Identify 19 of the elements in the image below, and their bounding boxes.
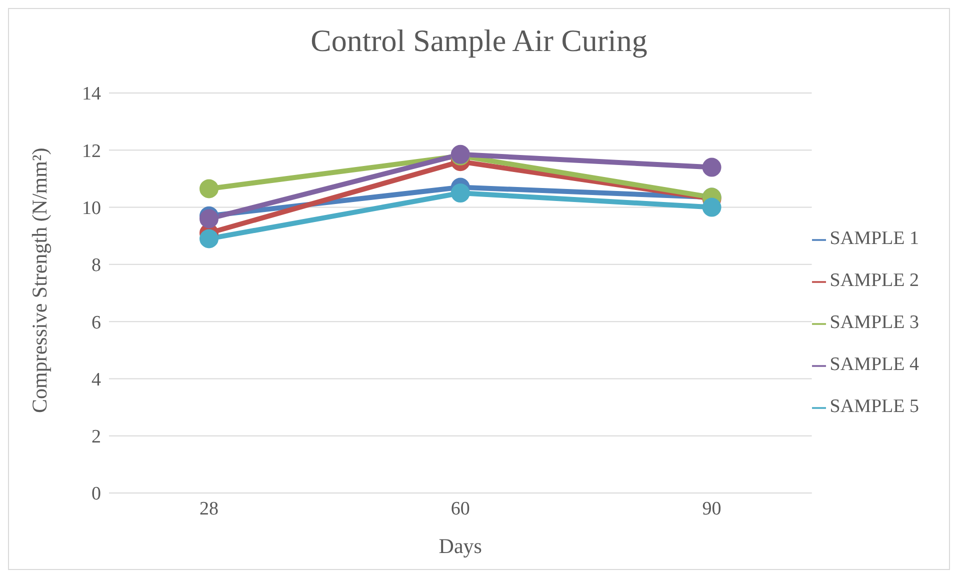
chart-title: Control Sample Air Curing [310, 22, 648, 60]
y-tick-label: 12 [82, 140, 101, 162]
x-tick-label: 28 [200, 498, 218, 520]
y-tick-label: 8 [92, 255, 101, 276]
y-tick-label: 14 [82, 84, 102, 105]
legend-label: SAMPLE 3 [830, 312, 919, 333]
x-axis-title: Days [438, 534, 482, 558]
y-tick-label: 10 [82, 198, 101, 220]
y-tick-label: 4 [92, 369, 102, 390]
x-tick-label: 90 [702, 498, 722, 520]
legend-label: SAMPLE 4 [830, 354, 919, 375]
legend-label: SAMPLE 5 [830, 396, 919, 417]
legend-label: SAMPLE 1 [830, 228, 919, 249]
x-tick-label: 60 [450, 498, 470, 520]
y-tick-label: 0 [92, 484, 101, 505]
y-tick-label: 2 [92, 426, 101, 448]
legend-label: SAMPLE 2 [830, 270, 919, 291]
y-axis-title: Compressive Strength (N/mm²) [27, 148, 52, 413]
y-tick-label: 6 [92, 312, 101, 334]
